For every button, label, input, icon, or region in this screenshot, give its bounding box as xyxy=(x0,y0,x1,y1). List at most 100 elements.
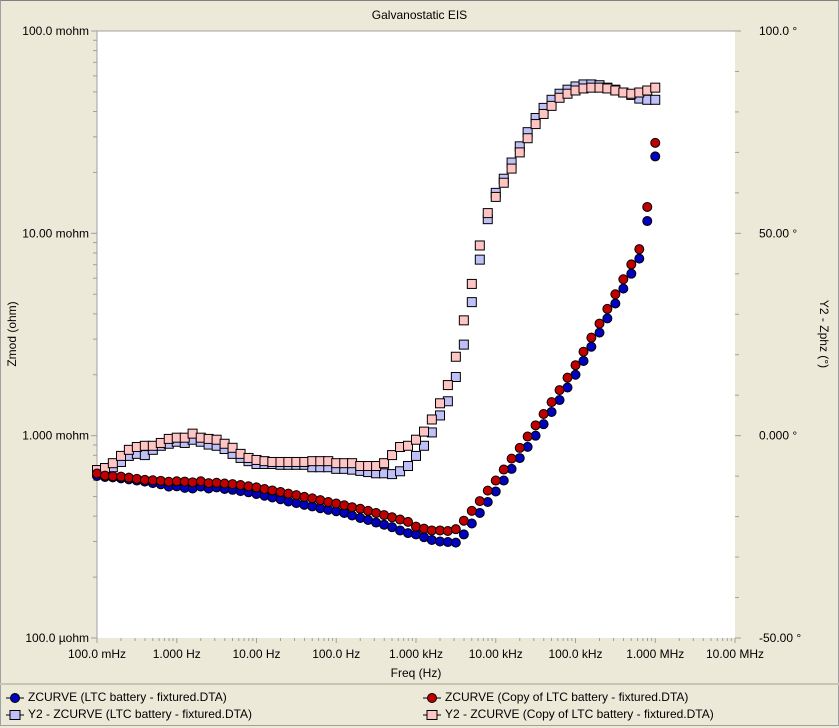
data-point xyxy=(506,453,517,464)
data-point xyxy=(227,442,238,453)
data-point xyxy=(482,208,493,219)
data-point xyxy=(570,360,581,371)
data-point xyxy=(562,372,573,383)
data-point xyxy=(498,177,509,188)
y-axis-label: Zmod (ohm) xyxy=(5,301,19,366)
legend-item-y2-ltc[interactable]: Y2 - ZCURVE (LTC battery - fixtured.DTA) xyxy=(6,706,252,722)
square-marker-icon xyxy=(423,709,441,720)
data-point xyxy=(522,431,533,442)
data-point xyxy=(474,240,485,251)
data-point xyxy=(466,505,477,516)
y-tick-label: 1.000 mohm xyxy=(22,429,89,443)
data-point xyxy=(482,485,493,496)
data-point xyxy=(626,259,637,270)
data-point xyxy=(578,346,589,357)
x-tick-label: 1.000 Hz xyxy=(153,647,201,661)
data-point xyxy=(650,151,661,162)
data-point xyxy=(426,525,437,536)
data-point xyxy=(634,244,645,255)
x-tick-label: 10.00 MHz xyxy=(706,647,764,661)
data-point xyxy=(618,283,629,294)
data-point xyxy=(347,502,358,513)
data-point xyxy=(490,475,501,486)
data-point xyxy=(267,485,278,496)
data-point xyxy=(291,490,302,501)
data-point xyxy=(116,450,127,461)
data-point xyxy=(642,216,653,227)
data-point xyxy=(419,426,430,437)
data-point xyxy=(403,461,414,472)
data-series xyxy=(92,79,661,548)
data-point xyxy=(594,327,605,338)
legend-item-zcurve-copy[interactable]: ZCURVE (Copy of LTC battery - fixtured.D… xyxy=(423,689,688,705)
data-point xyxy=(594,318,605,329)
x-tick-label: 10.00 kHz xyxy=(469,647,523,661)
axis-tick-labels: 100.0 mHz 1.000 Hz 10.00 Hz 100.0 Hz 1.000 k… xyxy=(22,24,801,661)
x-axis-label: Freq (Hz) xyxy=(391,666,442,680)
x-tick-label: 10.00 Hz xyxy=(232,647,280,661)
data-point xyxy=(650,137,661,148)
data-point xyxy=(602,313,613,324)
y2-axis-label: Y2 - Zphz (°) xyxy=(817,300,831,368)
y2-tick-label: -50.00 ° xyxy=(759,631,801,645)
data-point xyxy=(307,493,318,504)
legend-label: Y2 - ZCURVE (Copy of LTC battery - fixtu… xyxy=(445,707,714,721)
data-point xyxy=(283,488,294,499)
series-3 xyxy=(92,82,661,476)
data-point xyxy=(347,458,358,469)
legend-label: ZCURVE (LTC battery - fixtured.DTA) xyxy=(28,690,227,704)
data-point xyxy=(187,477,198,488)
x-tick-label: 100.0 mHz xyxy=(68,647,126,661)
x-tick-label: 100.0 kHz xyxy=(548,647,602,661)
data-point xyxy=(546,397,557,408)
data-point xyxy=(626,268,637,279)
data-point xyxy=(450,524,461,535)
legend-item-y2-copy[interactable]: Y2 - ZCURVE (Copy of LTC battery - fixtu… xyxy=(423,706,714,722)
square-marker-icon xyxy=(6,709,24,720)
data-point xyxy=(538,408,549,419)
data-point xyxy=(267,456,278,467)
data-point xyxy=(442,380,453,391)
chart-plot: 100.0 mHz 1.000 Hz 10.00 Hz 100.0 Hz 1.000 k… xyxy=(5,24,831,680)
data-point xyxy=(514,442,525,453)
data-point xyxy=(426,535,437,546)
data-point xyxy=(634,253,645,264)
data-point xyxy=(403,516,414,527)
circle-marker-icon xyxy=(423,692,441,703)
legend-item-zcurve-ltc[interactable]: ZCURVE (LTC battery - fixtured.DTA) xyxy=(6,689,227,705)
data-point xyxy=(554,385,565,396)
plot-area xyxy=(97,31,735,638)
data-point xyxy=(474,254,485,265)
data-point xyxy=(435,398,446,409)
x-tick-label: 100.0 Hz xyxy=(312,647,360,661)
data-point xyxy=(458,339,469,350)
data-point xyxy=(586,341,597,352)
data-point xyxy=(618,274,629,285)
data-point xyxy=(395,466,406,477)
data-point xyxy=(610,289,621,300)
data-point xyxy=(538,108,549,119)
x-tick-label: 1.000 MHz xyxy=(626,647,684,661)
data-point xyxy=(458,529,469,540)
data-point xyxy=(506,163,517,174)
data-point xyxy=(490,191,501,202)
y-tick-label: 100.0 mohm xyxy=(22,24,89,38)
data-point xyxy=(530,119,541,130)
data-point xyxy=(458,315,469,326)
data-point xyxy=(466,278,477,289)
data-point xyxy=(586,332,597,343)
data-point xyxy=(187,428,198,439)
data-point xyxy=(379,458,390,469)
data-point xyxy=(419,440,430,451)
data-point xyxy=(411,434,421,445)
data-point xyxy=(498,464,509,475)
data-point xyxy=(610,298,621,309)
data-point xyxy=(411,450,421,461)
y-tick-label: 100.0 µohm xyxy=(25,631,89,645)
data-point xyxy=(514,453,525,464)
data-point xyxy=(299,491,310,502)
legend: ZCURVE (LTC battery - fixtured.DTA) Y2 -… xyxy=(0,683,839,728)
data-point xyxy=(458,515,469,526)
data-point xyxy=(602,303,613,314)
series-1 xyxy=(92,137,661,536)
